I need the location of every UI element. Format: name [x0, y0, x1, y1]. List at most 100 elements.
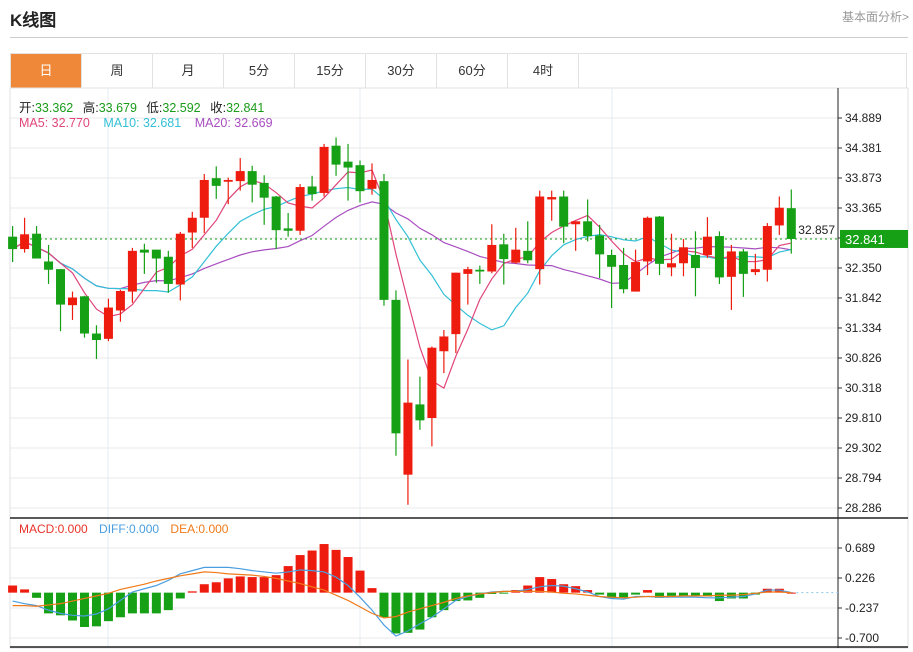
tab-day[interactable]: 日 — [11, 54, 82, 88]
candle-body — [678, 247, 688, 264]
macd-bar — [415, 592, 425, 630]
macd-bar — [559, 584, 569, 593]
macd-axis-label: -0.237 — [845, 601, 879, 615]
macd-bar — [247, 577, 257, 593]
fundamental-analysis-link[interactable]: 基本面分析> — [841, 10, 909, 24]
candle-body — [439, 336, 449, 352]
price-axis-label: 32.350 — [845, 261, 882, 275]
tab-15min[interactable]: 15分 — [295, 54, 366, 88]
macd-bar — [702, 592, 712, 597]
macd-bar — [20, 589, 30, 593]
tab-month[interactable]: 月 — [153, 54, 224, 88]
candle — [487, 224, 497, 274]
macd-bar — [199, 584, 209, 593]
candle-body — [475, 269, 485, 272]
candle — [163, 250, 173, 293]
macd-bar — [690, 592, 700, 596]
candle-body — [750, 269, 760, 273]
macd-bar — [331, 549, 341, 593]
close-value: 32.841 — [226, 101, 265, 115]
ma5-value: MA5: 32.770 — [19, 116, 90, 130]
ma-readout: MA5: 32.770 MA10: 32.681 MA20: 32.669 — [19, 116, 279, 130]
macd-bar — [451, 592, 461, 602]
candle — [511, 227, 521, 264]
price-axis-label: 32.857 — [798, 223, 835, 237]
macd-bar — [259, 577, 269, 593]
macd-bar — [499, 592, 509, 594]
candle-body — [139, 249, 149, 253]
candle — [439, 329, 449, 374]
tab-4hour[interactable]: 4时 — [508, 54, 579, 88]
candle-body — [319, 146, 329, 193]
candle — [607, 249, 617, 309]
macd-axis-label: 0.689 — [845, 541, 875, 555]
open-label: 开: — [19, 101, 35, 115]
candle-body — [690, 254, 700, 268]
candle — [714, 231, 724, 284]
macd-bar — [583, 590, 593, 593]
candle — [331, 137, 341, 176]
candle — [56, 269, 66, 332]
candle-body — [571, 221, 581, 225]
candle-body — [283, 228, 293, 231]
candle-body — [774, 207, 784, 226]
candle-body — [535, 196, 545, 270]
candle — [678, 239, 688, 277]
macd-bar — [379, 592, 389, 618]
price-axis-label: 33.873 — [845, 171, 882, 185]
macd-bar — [32, 592, 42, 598]
candle — [643, 216, 653, 276]
macd-bar — [786, 592, 796, 594]
candle — [619, 247, 629, 294]
candle-body — [726, 251, 736, 277]
macd-bar — [295, 555, 305, 593]
dea-line — [12, 571, 792, 619]
price-axis-label: 33.365 — [845, 201, 882, 215]
candle — [199, 174, 209, 234]
candle — [774, 196, 784, 235]
candle-body — [667, 263, 676, 268]
low-label: 低: — [146, 101, 163, 115]
candle — [595, 224, 605, 279]
macd-axis-label: -0.700 — [845, 631, 879, 645]
divider — [10, 37, 908, 38]
candle — [667, 233, 676, 277]
candle — [68, 291, 77, 320]
candle-body — [295, 187, 305, 231]
macd-bar — [475, 592, 485, 598]
price-axis-label: 28.794 — [845, 471, 882, 485]
candle-body — [786, 208, 796, 239]
candle — [32, 226, 42, 259]
tab-5min[interactable]: 5分 — [224, 54, 295, 88]
candle-body — [702, 236, 712, 255]
candle — [355, 160, 365, 203]
candle-body — [355, 165, 365, 192]
candle-body — [163, 256, 173, 284]
macd-axis-label: 0.226 — [845, 571, 875, 585]
close-label: 收: — [210, 101, 227, 115]
candle — [547, 190, 557, 221]
macd-bar — [607, 592, 617, 598]
candle — [79, 295, 89, 338]
ma10-value: MA10: 32.681 — [103, 116, 182, 130]
candle-body — [403, 402, 413, 475]
macd-bar — [271, 575, 281, 593]
macd-bar — [163, 592, 173, 611]
macd-bar — [115, 592, 125, 618]
macd-bar — [595, 592, 605, 595]
price-axis-label: 30.826 — [845, 351, 882, 365]
tab-week[interactable]: 周 — [82, 54, 153, 88]
price-axis-label: 31.334 — [845, 321, 882, 335]
tab-60min[interactable]: 60分 — [437, 54, 508, 88]
macd-bar — [187, 591, 197, 593]
candle-body — [523, 250, 533, 261]
candle-body — [259, 182, 269, 198]
candle-body — [655, 216, 665, 264]
tab-30min[interactable]: 30分 — [366, 54, 437, 88]
candle-body — [738, 251, 748, 274]
macd-bar — [223, 578, 233, 593]
candle-body — [20, 234, 30, 250]
candle-body — [68, 297, 77, 306]
price-axis-label: 31.842 — [845, 291, 882, 305]
